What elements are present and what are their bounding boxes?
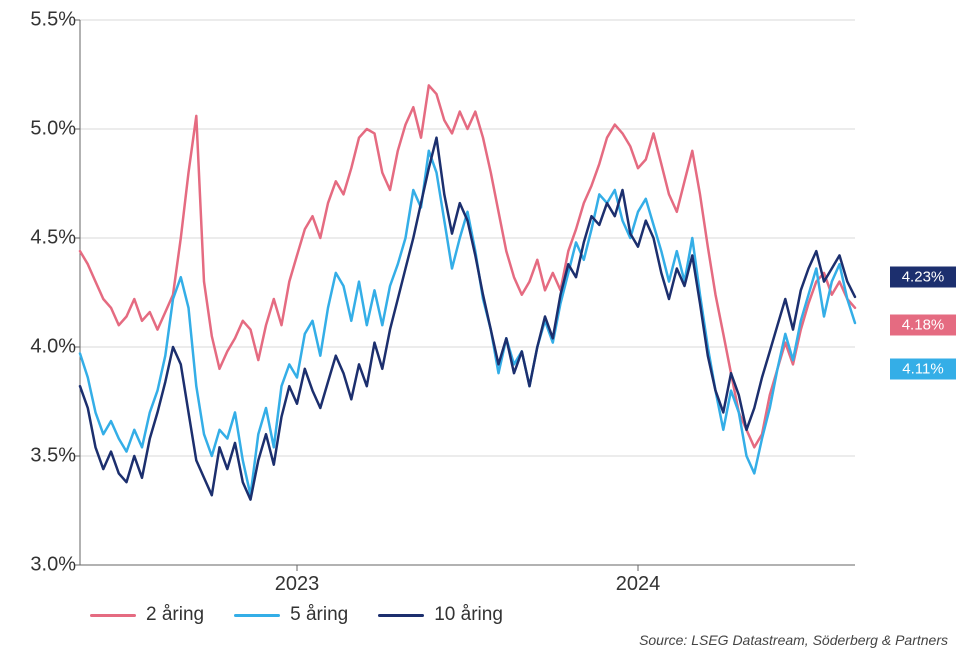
- legend: 2 åring 5 åring 10 åring: [90, 604, 503, 626]
- legend-swatch: [378, 614, 424, 617]
- y-tick-label: 3.0%: [30, 554, 76, 577]
- end-value-label: 4.11%: [890, 358, 956, 379]
- y-tick-label: 4.0%: [30, 336, 76, 359]
- legend-item: 10 åring: [378, 604, 503, 626]
- y-tick-label: 3.5%: [30, 445, 76, 468]
- legend-label: 10 åring: [434, 604, 503, 626]
- y-tick-label: 5.0%: [30, 118, 76, 141]
- x-tick-label: 2023: [275, 573, 320, 596]
- end-value-label: 4.23%: [890, 267, 956, 288]
- line-chart: 3.0% 3.5% 4.0% 4.5% 5.0% 5.5% 2023 2024 …: [0, 0, 960, 653]
- legend-item: 2 åring: [90, 604, 204, 626]
- source-caption: Source: LSEG Datastream, Söderberg & Par…: [639, 632, 948, 648]
- legend-label: 5 åring: [290, 604, 348, 626]
- legend-swatch: [90, 614, 136, 617]
- end-value-label: 4.18%: [890, 315, 956, 336]
- y-tick-label: 5.5%: [30, 9, 76, 32]
- x-tick-label: 2024: [616, 573, 661, 596]
- y-tick-label: 4.5%: [30, 227, 76, 250]
- legend-item: 5 åring: [234, 604, 348, 626]
- chart-svg: [0, 0, 960, 653]
- legend-label: 2 åring: [146, 604, 204, 626]
- legend-swatch: [234, 614, 280, 617]
